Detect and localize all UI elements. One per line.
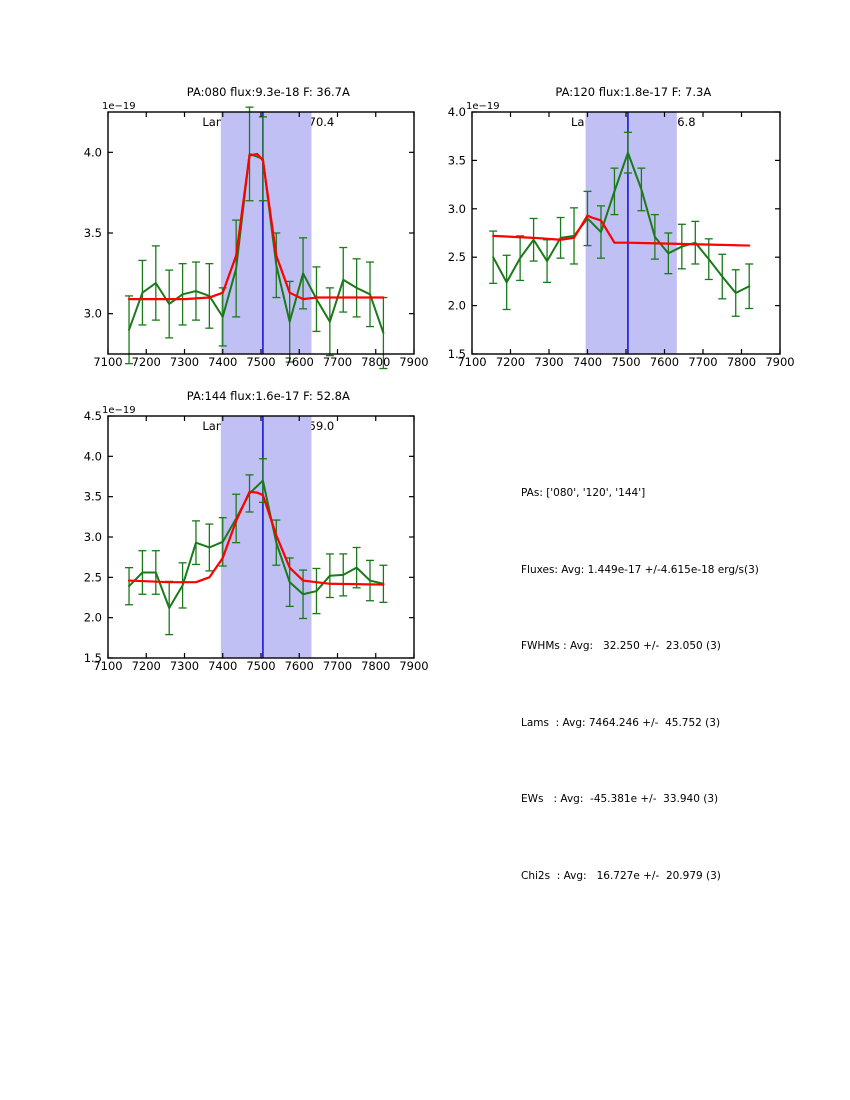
wavelength-band xyxy=(585,112,677,354)
spectrum-line xyxy=(128,479,385,609)
svg-text:7600: 7600 xyxy=(650,355,679,369)
panel-pa-120-title-line1: PA:120 flux:1.8e-17 F: 7.3A xyxy=(555,85,712,99)
x-axis: 7100 7200 7300 7400 7500 7600 7700 7800 7900 xyxy=(93,112,429,369)
x-axis: 7100 7200 7300 7400 7500 7600 7700 7800 7900 xyxy=(93,416,429,673)
gaussian-fit-line xyxy=(127,152,385,301)
panel-pa-080-title-line1: PA:080 flux:9.3e-18 F: 36.7A xyxy=(186,85,350,99)
svg-text:7300: 7300 xyxy=(170,659,199,673)
panel-pa-120: PA:120 flux:1.8e-17 F: 7.3A Lam:7411.4A … xyxy=(448,70,795,370)
panel-pa-120-offset-label: 1e−19 xyxy=(466,101,500,112)
panel-pa-080-offset-label: 1e−19 xyxy=(102,101,136,112)
svg-text:2.5: 2.5 xyxy=(448,250,466,264)
svg-text:7400: 7400 xyxy=(573,355,602,369)
svg-text:4.0: 4.0 xyxy=(84,449,102,463)
summary-line-ews: EWs : Avg: -45.381e +/- 33.940 (3) xyxy=(521,793,719,805)
svg-text:1.5: 1.5 xyxy=(448,347,466,361)
panel-pa-080-plot: 7100 7200 7300 7400 7500 7600 7700 7800 79003.03… xyxy=(84,106,429,370)
panel-pa-144-title-line1: PA:144 flux:1.6e-17 F: 52.8A xyxy=(186,389,350,403)
spectrum-line xyxy=(128,152,385,335)
panel-pa-144-offset-label: 1e−19 xyxy=(102,405,136,416)
svg-text:7700: 7700 xyxy=(323,659,352,673)
svg-text:7300: 7300 xyxy=(534,355,563,369)
panel-pa-144-plot: 7100 7200 7300 7400 7500 7600 7700 7800 7900 1.5 2… xyxy=(84,409,429,673)
svg-text:7600: 7600 xyxy=(285,659,314,673)
svg-text:2.0: 2.0 xyxy=(448,299,466,313)
svg-text:3.5: 3.5 xyxy=(448,153,466,167)
svg-text:7200: 7200 xyxy=(132,659,161,673)
svg-text:4.5: 4.5 xyxy=(84,409,102,423)
wavelength-band xyxy=(220,112,312,354)
svg-text:7800: 7800 xyxy=(727,355,756,369)
gaussian-fit-line xyxy=(127,490,385,586)
svg-text:7900: 7900 xyxy=(765,355,794,369)
svg-text:7200: 7200 xyxy=(496,355,525,369)
summary-line-lams: Lams : Avg: 7464.246 +/- 45.752 (3) xyxy=(521,716,721,729)
svg-text:7100: 7100 xyxy=(93,355,122,369)
svg-text:7900: 7900 xyxy=(399,659,428,673)
svg-text:3.5: 3.5 xyxy=(84,490,102,504)
svg-text:7300: 7300 xyxy=(170,355,199,369)
svg-text:1.5: 1.5 xyxy=(84,651,102,665)
y-axis: 3.0 3.5 4.0 xyxy=(84,145,414,321)
summary-line-chi2s: Chi2s : Avg: 16.727e +/- 20.979 (3) xyxy=(521,869,721,882)
svg-text:3.5: 3.5 xyxy=(84,226,102,240)
svg-text:7700: 7700 xyxy=(688,355,717,369)
x-axis: 7100 7200 7300 7400 7500 7600 7700 7800 7900 xyxy=(457,112,795,369)
svg-text:7400: 7400 xyxy=(208,355,237,369)
svg-text:7800: 7800 xyxy=(361,659,390,673)
y-axis: 1.5 2.0 2.5 3.0 3.5 4.0 xyxy=(448,105,780,361)
svg-text:3.0: 3.0 xyxy=(84,530,102,544)
summary-line-pas: PAs: ['080', '120', '144'] xyxy=(521,487,646,499)
svg-text:7900: 7900 xyxy=(399,355,428,369)
y-axis: 1.5 2.0 2.5 3.0 3.5 4.0 4.5 xyxy=(84,409,414,665)
svg-text:3.0: 3.0 xyxy=(84,307,102,321)
wavelength-band xyxy=(220,416,312,658)
svg-text:7700: 7700 xyxy=(323,355,352,369)
svg-text:7400: 7400 xyxy=(208,659,237,673)
spectrum-line xyxy=(492,151,751,295)
panel-pa-144: PA:144 flux:1.6e-17 F: 52.8A Lam:7490.5A… xyxy=(84,374,429,679)
summary-line-fwhms: FWHMs : Avg: 32.250 +/- 23.050 (3) xyxy=(521,640,721,652)
summary-block: PAs: ['080', '120', '144'] Fluxes: Avg: … xyxy=(521,430,821,915)
svg-text:7500: 7500 xyxy=(611,355,640,369)
svg-text:7600: 7600 xyxy=(285,355,314,369)
svg-text:7100: 7100 xyxy=(93,659,122,673)
svg-text:7500: 7500 xyxy=(246,659,275,673)
svg-text:4.0: 4.0 xyxy=(84,145,102,159)
svg-text:2.0: 2.0 xyxy=(84,611,102,625)
svg-text:7100: 7100 xyxy=(457,355,486,369)
summary-line-fluxes: Fluxes: Avg: 1.449e-17 +/-4.615e-18 erg/… xyxy=(521,563,759,576)
svg-text:2.5: 2.5 xyxy=(84,570,102,584)
svg-text:7200: 7200 xyxy=(132,355,161,369)
svg-text:4.0: 4.0 xyxy=(448,105,466,119)
panel-pa-080: PA:080 flux:9.3e-18 F: 36.7A Lam:7490.8A… xyxy=(84,70,429,370)
svg-text:7800: 7800 xyxy=(361,355,390,369)
panel-pa-120-plot: 7100 7200 7300 7400 7500 7600 7700 7800 7900 1.5 2… xyxy=(448,105,795,369)
svg-text:7500: 7500 xyxy=(246,355,275,369)
svg-text:3.0: 3.0 xyxy=(448,202,466,216)
gaussian-fit-line xyxy=(492,214,751,247)
